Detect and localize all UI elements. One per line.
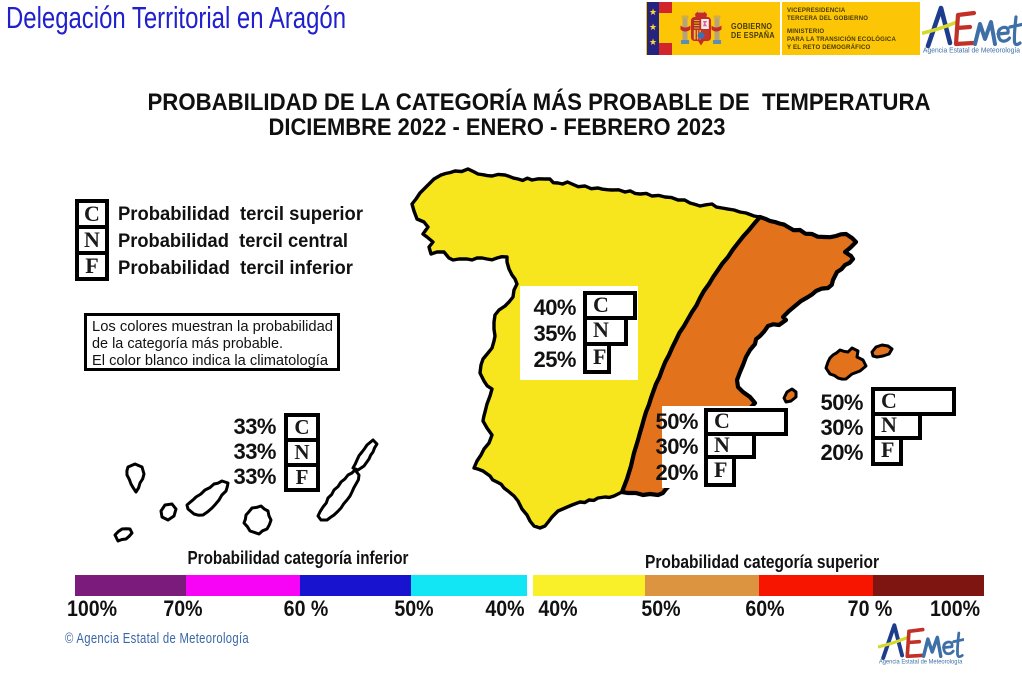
balearic-islands-shape: [782, 343, 894, 404]
aemet-logo: Agencia Estatal de Meteorología: [922, 5, 1022, 55]
peninsula-bar-f: F: [583, 342, 611, 374]
spain-flag-red-top: [659, 2, 672, 13]
page-title: Delegación Territorial en Aragón: [6, 0, 347, 35]
gran-canaria-shape: [242, 504, 273, 536]
legend-label-central: Probabilidad tercil central: [118, 231, 349, 252]
colorbar-segment: [873, 575, 984, 596]
logo-divider: [780, 2, 782, 55]
legend-box-c: C: [75, 199, 109, 229]
aemet-logo-small: Agencia Estatal de Meteorología: [878, 623, 964, 665]
colorbar-tick-label: 60 %: [283, 596, 329, 621]
tenerife-shape: [185, 479, 230, 517]
colorbar-tick-label: 40%: [485, 596, 525, 621]
peninsula-pct-central: 35%: [533, 321, 576, 346]
star-icon: ★: [648, 37, 658, 47]
ministry-text: VICEPRESIDENCIA TERCERA DEL GOBIERNO MIN…: [787, 6, 897, 51]
canary-box-c: C: [284, 413, 320, 442]
balearics-bar-n: N: [871, 412, 922, 440]
info-box: Los colores muestran la probabilidad de l…: [84, 313, 340, 371]
canary-pct-superior: 33%: [233, 414, 276, 439]
peninsula-pct-superior: 40%: [533, 295, 576, 320]
balearics-pct-superior: 50%: [820, 390, 863, 415]
colorbar-tick-label: 70 %: [847, 596, 893, 621]
map-title-line2: DICIEMBRE 2022 - ENERO - FEBRERO 2023: [268, 114, 726, 141]
eu-flag-panel: ★ ★ ★: [647, 2, 659, 55]
canary-box-n: N: [284, 438, 320, 467]
east-bar-c: C: [704, 408, 788, 436]
legend-label-superior: Probabilidad tercil superior: [118, 204, 364, 225]
balearics-pct-central: 30%: [820, 415, 863, 440]
canary-pct-central: 33%: [233, 439, 276, 464]
svg-text:Agencia Estatal de Meteorologí: Agencia Estatal de Meteorología: [923, 48, 1020, 55]
legend-box-f: F: [75, 251, 109, 281]
colorbar-superior: [533, 575, 984, 596]
spain-coat-of-arms-icon: [680, 8, 722, 46]
colorbar-segment: [411, 575, 527, 596]
peninsula-bar-n: N: [583, 316, 628, 346]
la-gomera-shape: [159, 502, 178, 522]
balearics-bar-f: F: [871, 436, 903, 466]
canary-box-f: F: [284, 463, 320, 492]
colorbar-segment: [186, 575, 300, 596]
peninsula-pct-inferior: 25%: [533, 347, 576, 372]
colorbar-segment: [300, 575, 411, 596]
colorbar-tick-label: 70%: [163, 596, 203, 621]
colorbar-tick-label: 50%: [394, 596, 434, 621]
legend-label-inferior: Probabilidad tercil inferior: [118, 258, 354, 279]
east-bar-f: F: [704, 455, 736, 487]
east-pct-superior: 50%: [655, 409, 698, 434]
star-icon: ★: [648, 7, 658, 17]
colorbar-segment: [645, 575, 759, 596]
government-logo: ★ ★ ★: [646, 2, 920, 55]
colorbar-title-superior: Probabilidad categoría superior: [645, 552, 879, 572]
balearics-pct-inferior: 20%: [820, 440, 863, 465]
colorbar-tick-label: 40%: [538, 596, 578, 621]
colorbar-segment: [533, 575, 645, 596]
colorbar-tick-label: 60%: [745, 596, 785, 621]
east-pct-central: 30%: [655, 434, 698, 459]
legend-box-n: N: [75, 225, 109, 255]
fuerteventura-shape: [316, 468, 361, 522]
lanzarote-shape: [351, 438, 379, 472]
colorbar-tick-label: 100%: [929, 596, 981, 621]
copyright-text: © Agencia Estatal de Meteorología: [65, 630, 249, 647]
spain-flag-red-bottom: [659, 43, 672, 55]
la-palma-shape: [125, 462, 146, 494]
colorbar-segment: [75, 575, 186, 596]
colorbar-inferior: [75, 575, 527, 596]
el-hierro-shape: [113, 527, 134, 543]
mallorca-shape: [824, 346, 868, 381]
canary-islands-shape: [113, 438, 379, 543]
east-pct-inferior: 20%: [655, 460, 698, 485]
balearics-bar-c: C: [871, 387, 956, 416]
colorbar-tick-label: 100%: [66, 596, 118, 621]
colorbar-segment: [759, 575, 873, 596]
government-logo-text: GOBIERNO DE ESPAÑA: [731, 22, 775, 40]
svg-text:Agencia Estatal de Meteorologí: Agencia Estatal de Meteorología: [879, 660, 963, 665]
star-icon: ★: [648, 22, 658, 32]
ibiza-shape: [782, 387, 798, 404]
colorbar-title-inferior: Probabilidad categoría inferior: [187, 548, 409, 568]
canary-pct-inferior: 33%: [233, 464, 276, 489]
map-title-line1: PROBABILIDAD DE LA CATEGORÍA MÁS PROBABL…: [147, 89, 931, 116]
colorbar-tick-label: 50%: [641, 596, 681, 621]
menorca-shape: [870, 343, 894, 359]
